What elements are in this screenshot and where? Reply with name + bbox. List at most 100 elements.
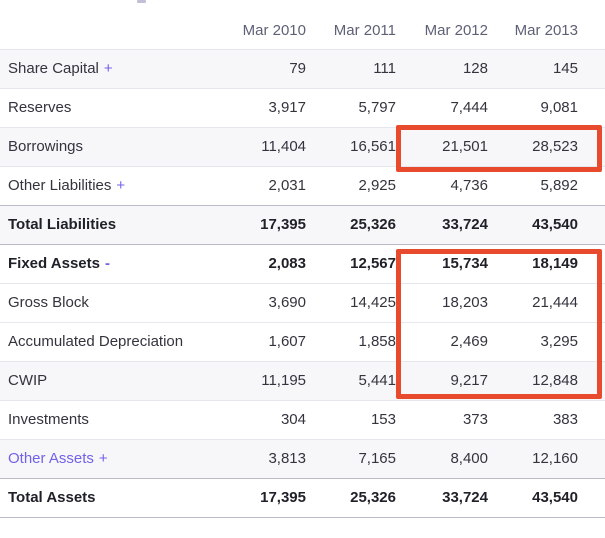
cell-total-liabilities-mar-2012: 33,724 [442,216,488,233]
cell-other-assets-mar-2013: 12,160 [532,450,578,467]
cell-reserves-mar-2012: 7,444 [450,99,488,116]
table-header-row: Mar 2010 Mar 2011 Mar 2012 Mar 2013 [0,12,605,49]
cell-borrowings-mar-2013: 28,523 [532,138,578,155]
column-header-mar-2011: Mar 2011 [333,21,396,39]
row-label-text: Investments [8,411,89,428]
clipped-element-artifact [137,0,146,3]
row-label-total-liabilities: Total Liabilities [0,205,218,244]
cell-gross-block-mar-2011: 14,425 [350,294,396,311]
cell-investments-mar-2013: 383 [552,411,578,428]
row-spacer [578,166,605,205]
cell-share-capital-mar-2013: 145 [552,60,578,77]
row-label-cwip: CWIP [0,361,218,400]
table-row-borrowings: Borrowings 11,404 16,561 21,501 28,523 [0,127,605,166]
cell-reserves-mar-2010: 3,917 [268,99,306,116]
cell-investments-mar-2010: 304 [280,411,306,428]
cell-total-liabilities-mar-2010: 17,395 [260,216,306,233]
table-row-total-assets: Total Assets 17,395 25,326 33,724 43,540 [0,478,605,517]
cell-other-assets-mar-2011: 7,165 [358,450,396,467]
cell-total-assets-mar-2013: 43,540 [532,489,578,506]
cell-other-liabilities-mar-2012: 4,736 [450,177,488,194]
cell-gross-block-mar-2013: 21,444 [532,294,578,311]
row-label-other-assets[interactable]: Other Assets + [0,439,218,478]
row-label-header [0,12,218,49]
table-row-cwip: CWIP 11,195 5,441 9,217 12,848 [0,361,605,400]
row-spacer [578,205,605,244]
cell-share-capital-mar-2012: 128 [462,60,488,77]
cell-other-liabilities-mar-2013: 5,892 [540,177,578,194]
cell-borrowings-mar-2010: 11,404 [261,138,306,155]
cell-fixed-assets-mar-2010: 2,083 [268,255,306,272]
table-row-reserves: Reserves 3,917 5,797 7,444 9,081 [0,88,605,127]
row-spacer [578,478,605,517]
row-spacer [578,439,605,478]
row-spacer [578,49,605,88]
cell-cwip-mar-2011: 5,441 [358,372,396,389]
column-header-mar-2012: Mar 2012 [424,21,488,39]
row-label-text: Other Liabilities [8,177,112,194]
row-label-share-capital[interactable]: Share Capital + [0,49,218,88]
row-label-accumulated-depreciation: Accumulated Depreciation [0,322,218,361]
row-spacer [578,322,605,361]
row-label-reserves: Reserves [0,88,218,127]
cell-fixed-assets-mar-2011: 12,567 [350,255,396,272]
cell-other-liabilities-mar-2011: 2,925 [358,177,396,194]
cell-investments-mar-2011: 153 [370,411,396,428]
cell-accumulated-depreciation-mar-2011: 1,858 [358,333,396,350]
balance-sheet-table: Mar 2010 Mar 2011 Mar 2012 Mar 2013 Shar… [0,12,605,518]
expand-icon[interactable]: + [116,177,126,194]
cell-fixed-assets-mar-2013: 18,149 [532,255,578,272]
table-row-investments: Investments 304 153 373 383 [0,400,605,439]
cell-accumulated-depreciation-mar-2010: 1,607 [268,333,306,350]
cell-total-liabilities-mar-2013: 43,540 [532,216,578,233]
table-row-gross-block: Gross Block 3,690 14,425 18,203 21,444 [0,283,605,322]
row-label-other-liabilities[interactable]: Other Liabilities + [0,166,218,205]
cell-total-assets-mar-2012: 33,724 [442,489,488,506]
row-label-text: Accumulated Depreciation [8,333,184,350]
row-label-text: Other Assets [8,450,94,467]
table-row-other-liabilities: Other Liabilities +2,031 2,925 4,736 5,892 [0,166,605,205]
row-label-investments: Investments [0,400,218,439]
cell-cwip-mar-2010: 11,195 [261,372,306,389]
column-header-mar-2010: Mar 2010 [242,21,306,39]
cell-borrowings-mar-2011: 16,561 [350,138,396,155]
row-label-text: Total Liabilities [8,216,117,233]
cell-other-liabilities-mar-2010: 2,031 [268,177,306,194]
column-header-mar-2013: Mar 2013 [514,21,578,39]
row-label-text: Fixed Assets [8,255,100,272]
row-spacer [578,361,605,400]
row-label-total-assets: Total Assets [0,478,218,517]
table-row-accumulated-depreciation: Accumulated Depreciation 1,607 1,858 2,469 3… [0,322,605,361]
header-spacer [578,12,605,49]
expand-icon[interactable]: + [98,450,108,467]
cell-reserves-mar-2011: 5,797 [358,99,396,116]
cell-other-assets-mar-2010: 3,813 [268,450,306,467]
row-label-text: Reserves [8,99,72,116]
cell-other-assets-mar-2012: 8,400 [450,450,488,467]
row-label-fixed-assets[interactable]: Fixed Assets - [0,244,218,283]
row-spacer [578,244,605,283]
expand-icon[interactable]: + [103,60,113,77]
cell-accumulated-depreciation-mar-2012: 2,469 [450,333,488,350]
cell-investments-mar-2012: 373 [462,411,488,428]
table-row-share-capital: Share Capital +79 111 128 145 [0,49,605,88]
row-label-text: CWIP [8,372,48,389]
row-spacer [578,283,605,322]
table-row-other-assets: Other Assets +3,813 7,165 8,400 12,160 [0,439,605,478]
cell-fixed-assets-mar-2012: 15,734 [442,255,488,272]
cell-borrowings-mar-2012: 21,501 [442,138,488,155]
row-spacer [578,127,605,166]
cell-reserves-mar-2013: 9,081 [540,99,578,116]
row-label-text: Share Capital [8,60,99,77]
row-label-gross-block: Gross Block [0,283,218,322]
table-row-fixed-assets: Fixed Assets - 2,083 12,567 15,734 18,149 [0,244,605,283]
cell-accumulated-depreciation-mar-2013: 3,295 [540,333,578,350]
cell-total-liabilities-mar-2011: 25,326 [350,216,396,233]
row-label-text: Borrowings [8,138,84,155]
cell-total-assets-mar-2010: 17,395 [260,489,306,506]
collapse-icon[interactable]: - [105,255,110,272]
cell-total-assets-mar-2011: 25,326 [350,489,396,506]
row-label-text: Gross Block [8,294,89,311]
cell-share-capital-mar-2011: 111 [373,60,396,77]
cell-cwip-mar-2013: 12,848 [532,372,578,389]
